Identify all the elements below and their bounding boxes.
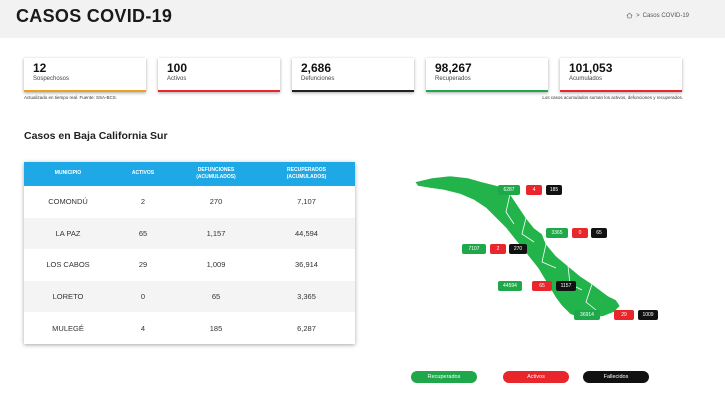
table-header: MUNICIPIO ACTIVOS DEFUNCIONES (ACUMULADO…: [24, 162, 355, 186]
map-fallecidos-comondu: 270: [509, 244, 527, 254]
cell-municipio: LORETO: [52, 292, 84, 302]
table-row: LORETO 0 65 3,365: [24, 280, 355, 313]
cell-recuperados: 44,594: [295, 228, 318, 238]
cell-defunciones: 1,009: [206, 260, 226, 270]
stat-card-activos: 100 Activos: [158, 58, 280, 92]
map-recuperados-mulege: 6287: [498, 185, 520, 195]
stat-bar: [292, 90, 414, 92]
stat-value: 12: [33, 61, 47, 75]
stat-label: Recuperados: [435, 76, 471, 82]
stat-label: Acumulados: [569, 76, 603, 82]
cell-municipio: LA PAZ: [55, 228, 81, 238]
map-activos-mulege: 4: [526, 185, 542, 195]
map-shape: [414, 175, 621, 319]
stat-card-defunciones: 2,686 Defunciones: [292, 58, 414, 92]
map-fallecidos-mulege: 185: [546, 185, 562, 195]
column-header-municipio: MUNICIPIO: [54, 170, 82, 177]
table-row: COMONDÚ 2 270 7,107: [24, 186, 355, 218]
page-title: CASOS COVID-19: [16, 6, 173, 26]
map-activos-la-paz: 65: [532, 281, 552, 291]
stat-label: Sospechosos: [33, 76, 70, 82]
stat-value: 100: [167, 61, 188, 75]
stat-label: Activos: [167, 76, 187, 82]
stat-bar: [24, 90, 146, 92]
accumulated-note: Los casos acumulados suman los activos, …: [542, 95, 683, 100]
cell-activos: 29: [138, 260, 148, 270]
breadcrumb-current: Casos COVID-19: [642, 12, 689, 19]
legend-activos: Activos: [503, 371, 569, 383]
cell-defunciones: 270: [209, 197, 223, 207]
cell-activos: 2: [140, 197, 146, 207]
breadcrumb: > Casos COVID-19: [626, 12, 689, 19]
map-activos-los-cabos: 29: [614, 310, 634, 320]
cell-activos: 65: [138, 228, 148, 238]
update-note: Actualizado en tiempo real. Fuente: SSA-…: [24, 95, 118, 100]
stat-bar: [158, 90, 280, 92]
cell-municipio: COMONDÚ: [48, 197, 88, 207]
stat-card-sospechosos: 12 Sospechosos: [24, 58, 146, 92]
cell-defunciones: 1,157: [206, 228, 226, 238]
table-row: LOS CABOS 29 1,009 36,914: [24, 249, 355, 281]
cases-table: MUNICIPIO ACTIVOS DEFUNCIONES (ACUMULADO…: [24, 162, 355, 344]
baja-california-sur-map: 6287 4 185 3365 0 65 7107 2 270 44594 65…: [410, 172, 670, 332]
stat-value: 2,686: [301, 61, 332, 75]
cell-recuperados: 3,365: [297, 292, 316, 302]
column-header-recuperados: RECUPERADOS (ACUMULADOS): [286, 166, 327, 181]
page-header: CASOS COVID-19 > Casos COVID-19: [0, 0, 725, 38]
stat-label: Defunciones: [301, 76, 335, 82]
stat-bar: [560, 90, 682, 92]
map-recuperados-los-cabos: 36914: [574, 310, 600, 320]
cell-activos: 0: [140, 292, 146, 302]
table-row: MULEGÉ 4 185 6,287: [24, 312, 355, 344]
breadcrumb-separator: >: [636, 12, 640, 19]
map-activos-comondu: 2: [490, 244, 506, 254]
stats-cards: 12 Sospechosos 100 Activos 2,686 Defunci…: [24, 58, 684, 92]
map-fallecidos-loreto: 65: [591, 228, 607, 238]
cell-defunciones: 185: [209, 323, 223, 333]
legend-fallecidos: Fallecidos: [583, 371, 649, 383]
legend-recuperados: Recuperados: [411, 371, 477, 383]
stat-value: 98,267: [435, 61, 472, 75]
map-recuperados-comondu: 7107: [462, 244, 486, 254]
section-title: Casos en Baja California Sur: [24, 130, 168, 142]
cell-municipio: LOS CABOS: [46, 260, 90, 270]
column-header-activos: ACTIVOS: [131, 170, 155, 177]
column-header-defunciones: DEFUNCIONES (ACUMULADOS): [196, 166, 236, 181]
municipality-border: [505, 193, 597, 311]
map-fallecidos-la-paz: 1157: [556, 281, 576, 291]
map-activos-loreto: 0: [572, 228, 588, 238]
cell-recuperados: 36,914: [295, 260, 318, 270]
cell-recuperados: 6,287: [297, 323, 316, 333]
stat-value: 101,053: [569, 61, 613, 75]
cell-defunciones: 65: [211, 292, 221, 302]
stat-card-acumulados: 101,053 Acumulados: [560, 58, 682, 92]
map-recuperados-la-paz: 44594: [498, 281, 522, 291]
map-fallecidos-los-cabos: 1009: [638, 310, 658, 320]
map-recuperados-loreto: 3365: [546, 228, 568, 238]
cell-activos: 4: [140, 323, 146, 333]
cell-recuperados: 7,107: [297, 197, 316, 207]
stat-card-recuperados: 98,267 Recuperados: [426, 58, 548, 92]
table-row: LA PAZ 65 1,157 44,594: [24, 217, 355, 250]
stat-bar: [426, 90, 548, 92]
home-icon[interactable]: [626, 12, 633, 19]
cell-municipio: MULEGÉ: [52, 323, 84, 333]
